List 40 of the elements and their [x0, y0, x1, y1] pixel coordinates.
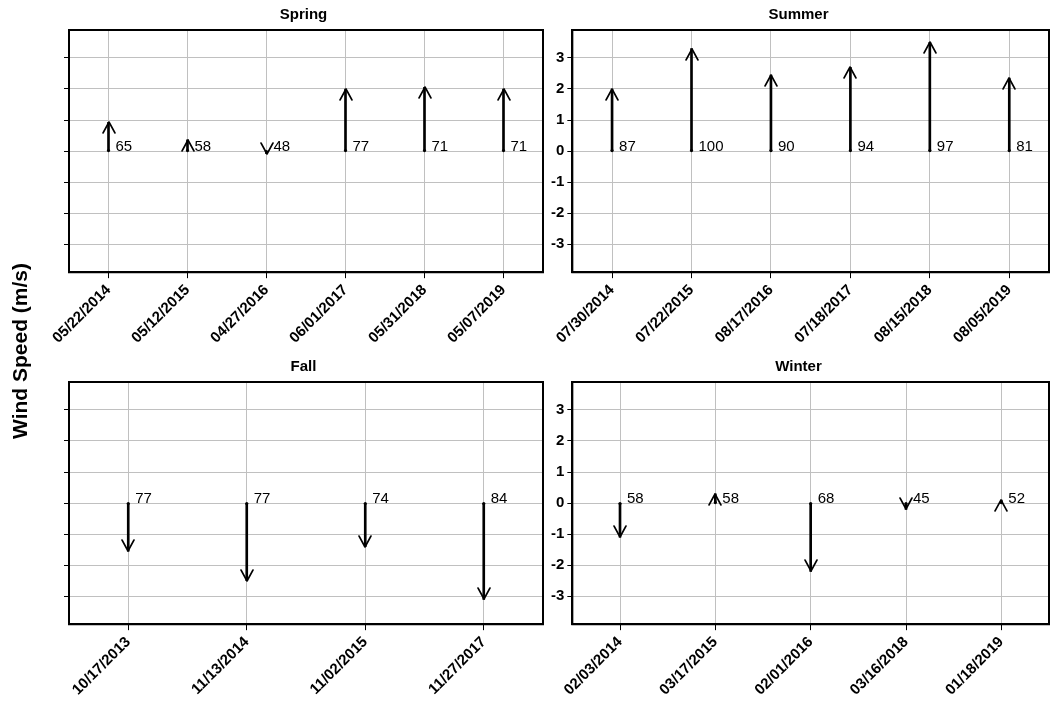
annotation: 48 — [273, 137, 291, 155]
y-tick-label: 1 — [555, 462, 565, 480]
annotation: 100 — [698, 137, 724, 155]
chart-title: Summer — [768, 5, 829, 23]
chart-title: Winter — [775, 357, 822, 375]
annotation: 77 — [253, 489, 271, 507]
annotation: 87 — [619, 137, 636, 155]
y-tick-label: 2 — [555, 431, 565, 449]
y-tick-label: -1 — [550, 524, 565, 542]
chart-title: Fall — [290, 357, 317, 375]
annotation: 71 — [431, 137, 449, 155]
y-tick-label: 3 — [555, 400, 565, 418]
annotation: 58 — [627, 489, 644, 507]
annotation: 77 — [352, 137, 370, 155]
y-tick-label: -1 — [550, 172, 565, 190]
annotation: 77 — [135, 489, 152, 507]
annotation: 52 — [1008, 489, 1026, 507]
y-tick-label: 3 — [555, 48, 565, 66]
annotation: 90 — [777, 137, 795, 155]
y-tick-label: 1 — [555, 110, 565, 128]
annotation: 84 — [490, 489, 508, 507]
annotation: 74 — [372, 489, 389, 507]
y-tick-label: -3 — [550, 586, 565, 604]
annotation: 81 — [1016, 137, 1033, 155]
annotation: 45 — [913, 489, 930, 507]
annotation: 97 — [936, 137, 954, 155]
annotation: 58 — [722, 489, 740, 507]
y-tick-label: -2 — [550, 203, 565, 221]
y-tick-label: 0 — [555, 141, 565, 159]
y-tick-label: -2 — [550, 555, 565, 573]
y-tick-label: 2 — [555, 79, 565, 97]
annotation: 65 — [115, 137, 133, 155]
y-axis-title: Wind Speed (m/s) — [8, 263, 32, 439]
y-tick-label: 0 — [555, 493, 565, 511]
annotation: 71 — [510, 137, 528, 155]
annotation: 68 — [817, 489, 835, 507]
chart-title: Spring — [279, 5, 328, 23]
annotation: 58 — [194, 137, 212, 155]
annotation: 94 — [857, 137, 875, 155]
y-tick-label: -3 — [550, 234, 565, 252]
